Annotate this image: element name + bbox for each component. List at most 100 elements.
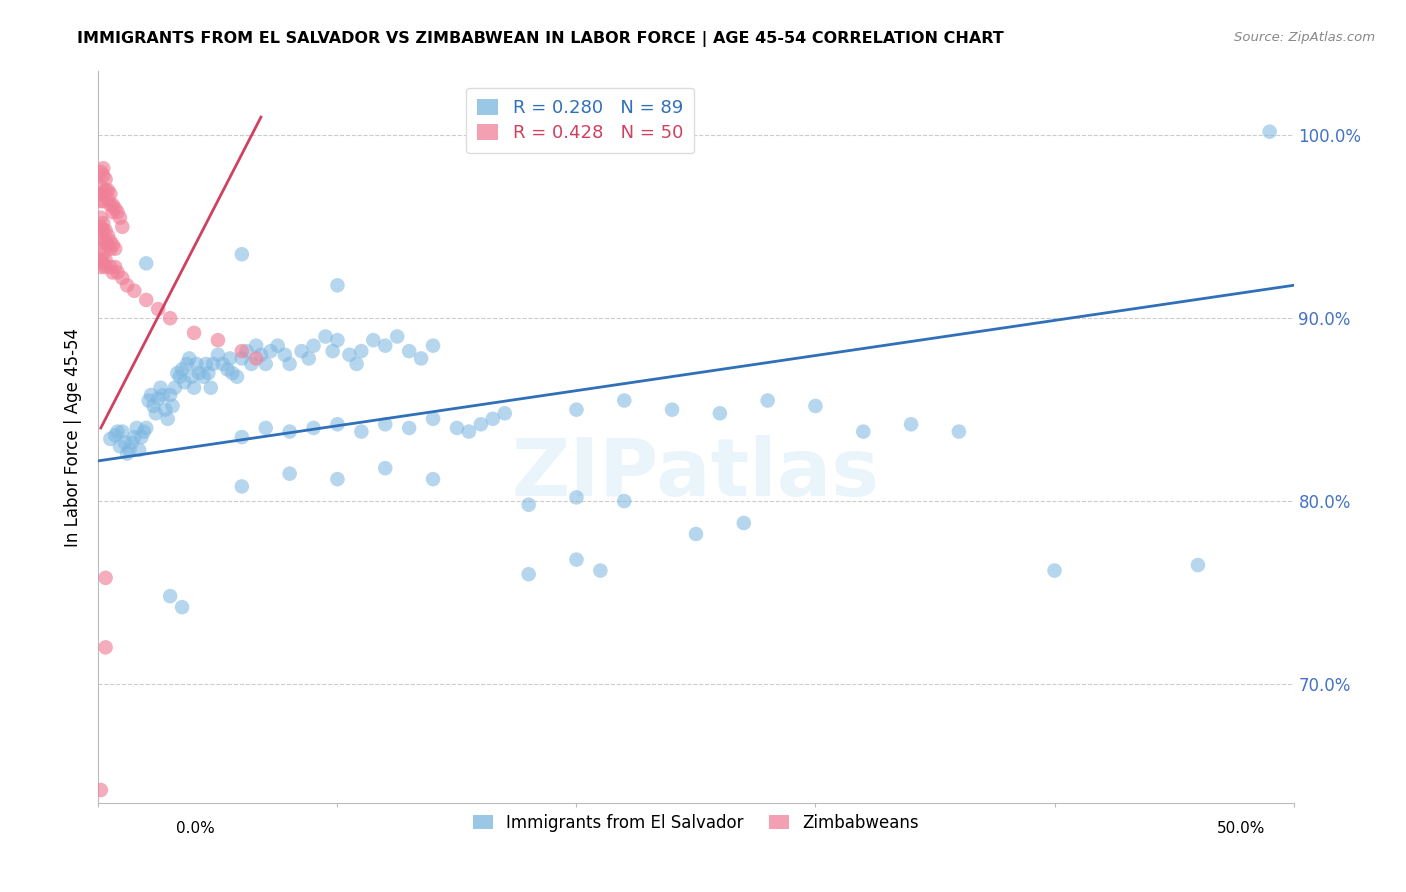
Point: [108, 439, 131, 453]
Point: [90, 783, 112, 797]
Text: IMMIGRANTS FROM EL SALVADOR VS ZIMBABWEAN IN LABOR FORCE | AGE 45-54 CORRELATION: IMMIGRANTS FROM EL SALVADOR VS ZIMBABWEA…: [77, 31, 1004, 47]
Point: [589, 564, 612, 578]
Point: [374, 461, 396, 475]
Point: [186, 357, 208, 371]
Point: [115, 446, 138, 460]
Point: [91, 223, 114, 237]
Point: [326, 417, 349, 432]
Point: [131, 430, 153, 444]
Point: [195, 357, 218, 371]
Point: [231, 344, 253, 359]
Point: [169, 369, 191, 384]
Point: [187, 366, 209, 380]
Point: [176, 357, 198, 371]
Point: [97, 238, 120, 252]
Point: [197, 366, 219, 380]
Point: [422, 472, 444, 486]
Point: [90, 260, 112, 274]
Point: [422, 338, 444, 352]
Point: [565, 402, 588, 417]
Point: [156, 411, 179, 425]
Point: [115, 278, 138, 293]
Point: [207, 333, 229, 347]
Text: 50.0%: 50.0%: [1218, 821, 1265, 836]
Point: [183, 326, 205, 340]
Point: [231, 479, 253, 493]
Point: [517, 498, 540, 512]
Point: [398, 421, 420, 435]
Point: [90, 165, 112, 179]
Point: [90, 194, 112, 209]
Point: [90, 219, 112, 234]
Point: [111, 219, 134, 234]
Point: [91, 235, 114, 249]
Point: [226, 369, 249, 384]
Point: [245, 351, 267, 366]
Point: [91, 169, 114, 183]
Point: [458, 425, 481, 439]
Text: Source: ZipAtlas.com: Source: ZipAtlas.com: [1234, 31, 1375, 45]
Point: [1187, 558, 1209, 573]
Point: [661, 402, 683, 417]
Point: [90, 186, 112, 201]
Point: [948, 425, 970, 439]
Point: [733, 516, 755, 530]
Point: [517, 567, 540, 582]
Text: ZIPatlas: ZIPatlas: [512, 434, 880, 513]
Point: [240, 357, 263, 371]
Y-axis label: In Labor Force | Age 45-54: In Labor Force | Age 45-54: [65, 327, 83, 547]
Point: [565, 552, 588, 566]
Point: [173, 375, 195, 389]
Point: [278, 357, 301, 371]
Point: [108, 211, 131, 225]
Point: [494, 406, 516, 420]
Point: [200, 381, 222, 395]
Point: [374, 417, 396, 432]
Point: [278, 425, 301, 439]
Point: [139, 388, 162, 402]
Point: [900, 417, 922, 432]
Point: [90, 228, 112, 243]
Point: [219, 351, 242, 366]
Point: [159, 311, 181, 326]
Point: [231, 247, 253, 261]
Point: [94, 172, 117, 186]
Point: [94, 640, 117, 655]
Point: [121, 435, 143, 450]
Point: [274, 348, 297, 362]
Point: [411, 351, 433, 366]
Point: [101, 238, 124, 252]
Point: [111, 271, 134, 285]
Point: [145, 406, 167, 420]
Point: [852, 425, 875, 439]
Point: [94, 571, 117, 585]
Point: [613, 494, 636, 508]
Point: [91, 194, 114, 209]
Point: [231, 351, 253, 366]
Point: [148, 392, 170, 406]
Point: [179, 351, 201, 366]
Point: [111, 425, 134, 439]
Point: [135, 421, 157, 435]
Point: [166, 366, 188, 380]
Point: [756, 393, 779, 408]
Point: [709, 406, 731, 420]
Point: [259, 344, 281, 359]
Point: [350, 344, 373, 359]
Point: [159, 388, 181, 402]
Point: [104, 428, 127, 442]
Point: [98, 242, 122, 256]
Point: [159, 589, 181, 603]
Point: [101, 205, 124, 219]
Point: [124, 430, 146, 444]
Point: [207, 348, 229, 362]
Point: [91, 256, 114, 270]
Point: [326, 278, 349, 293]
Point: [148, 301, 170, 317]
Point: [98, 186, 122, 201]
Point: [1043, 564, 1066, 578]
Point: [302, 338, 325, 352]
Point: [91, 247, 114, 261]
Point: [180, 369, 202, 384]
Point: [149, 381, 172, 395]
